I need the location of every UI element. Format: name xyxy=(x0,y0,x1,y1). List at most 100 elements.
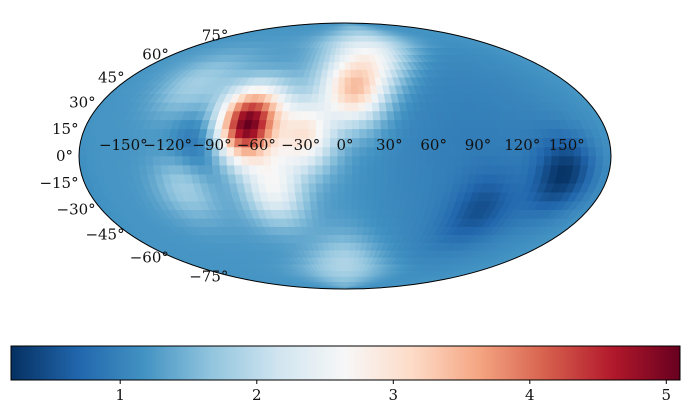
heatmap-cell xyxy=(358,182,368,193)
heatmap-cell xyxy=(483,164,493,175)
heatmap-cell xyxy=(325,85,333,95)
heatmap-cell xyxy=(358,101,367,112)
heatmap-cell xyxy=(322,173,331,184)
heatmap-cell xyxy=(337,182,346,193)
heatmap-cell xyxy=(359,173,368,184)
heatmap-cell xyxy=(317,93,326,103)
heatmap-cell xyxy=(337,119,346,130)
heatmap-cell xyxy=(351,110,360,121)
heatmap-cell xyxy=(440,155,449,166)
heatmap-cell xyxy=(338,76,346,86)
heatmap-cell xyxy=(322,128,331,139)
heatmap-cell xyxy=(359,146,368,157)
heatmap-cell xyxy=(558,155,567,166)
heatmap-cell xyxy=(374,155,383,166)
heatmap-cell xyxy=(366,119,375,130)
heatmap-cell xyxy=(302,110,311,121)
heatmap-cell xyxy=(351,119,360,130)
heatmap-cell xyxy=(340,35,346,42)
heatmap-cell xyxy=(344,101,353,112)
heatmap-cell xyxy=(351,191,360,202)
heatmap-cell xyxy=(344,119,353,130)
heatmap-cell xyxy=(309,191,318,202)
heatmap-cell xyxy=(335,47,342,55)
heatmap-cell xyxy=(364,209,373,219)
heatmap-cell xyxy=(387,119,396,130)
heatmap-cell xyxy=(337,101,346,112)
heatmap-cell xyxy=(543,155,553,166)
heatmap-cell xyxy=(316,101,326,112)
heatmap-cell xyxy=(351,173,360,184)
heatmap-cell xyxy=(337,93,346,103)
heatmap-cell xyxy=(344,226,352,236)
heatmap-cell xyxy=(357,85,365,95)
heatmap-cell xyxy=(204,164,214,175)
heatmap-cell xyxy=(364,200,374,211)
heatmap-cells xyxy=(79,23,611,289)
heatmap-cell xyxy=(350,234,358,243)
heatmap-cell xyxy=(462,155,471,166)
heatmap-cell xyxy=(484,155,494,166)
heatmap-cell xyxy=(357,217,365,227)
mollweide-map xyxy=(78,22,612,290)
heatmap-cell xyxy=(197,164,207,175)
heatmap-cell xyxy=(403,164,412,175)
heatmap-cell xyxy=(293,173,302,184)
heatmap-cell xyxy=(506,155,516,166)
heatmap-cell xyxy=(351,93,359,103)
heatmap-cell xyxy=(432,164,442,175)
heatmap-cell xyxy=(301,182,310,193)
heatmap-cell xyxy=(337,191,346,202)
heatmap-cell xyxy=(359,128,368,139)
heatmap-cell xyxy=(331,85,340,95)
heatmap-cell xyxy=(310,93,320,103)
heatmap-cell xyxy=(167,155,176,166)
heatmap-cell xyxy=(331,217,340,227)
heatmap-cell xyxy=(338,234,346,243)
longitude-tick-label: −30° xyxy=(281,136,320,154)
heatmap-cell xyxy=(332,69,340,78)
heatmap-cell xyxy=(263,164,273,175)
heatmap-cell xyxy=(416,173,426,184)
heatmap-cell xyxy=(455,155,464,166)
heatmap-cell xyxy=(350,85,359,95)
heatmap-cell xyxy=(359,137,368,148)
heatmap-cell xyxy=(358,110,367,121)
heatmap-cell xyxy=(388,164,397,175)
longitude-tick-label: −90° xyxy=(192,136,231,154)
heatmap-cell xyxy=(318,85,327,95)
heatmap-cell xyxy=(108,155,117,166)
heatmap-cell xyxy=(357,209,366,219)
latitude-tick-label: 15° xyxy=(52,120,79,138)
heatmap-cell xyxy=(323,101,332,112)
heatmap-cell xyxy=(256,173,266,184)
heatmap-cell xyxy=(270,155,279,166)
heatmap-cell xyxy=(395,164,405,175)
heatmap-cell xyxy=(565,155,575,166)
heatmap-cell xyxy=(340,263,346,271)
heatmap-cell xyxy=(330,119,339,130)
heatmap-cell xyxy=(322,182,332,193)
heatmap-cell xyxy=(301,119,310,130)
colorbar-tick-label: 5 xyxy=(662,386,672,404)
heatmap-cell xyxy=(344,217,352,227)
heatmap-cell xyxy=(339,242,346,251)
heatmap-cell xyxy=(182,164,192,175)
heatmap-cell xyxy=(145,155,154,166)
map-outline xyxy=(78,22,612,290)
heatmap-cell xyxy=(337,155,346,166)
heatmap-cell xyxy=(352,155,361,166)
heatmap-cell xyxy=(380,182,389,193)
heatmap-cell xyxy=(350,69,358,78)
heatmap-cell xyxy=(286,182,296,193)
heatmap-cell xyxy=(357,93,366,103)
heatmap-cell xyxy=(364,101,374,112)
heatmap-cell xyxy=(286,119,296,130)
heatmap-cell xyxy=(410,137,420,148)
heatmap-cell xyxy=(433,155,442,166)
heatmap-cell xyxy=(381,164,390,175)
heatmap-cell xyxy=(338,226,346,236)
heatmap-cell xyxy=(324,209,333,219)
heatmap-cell xyxy=(326,69,335,78)
